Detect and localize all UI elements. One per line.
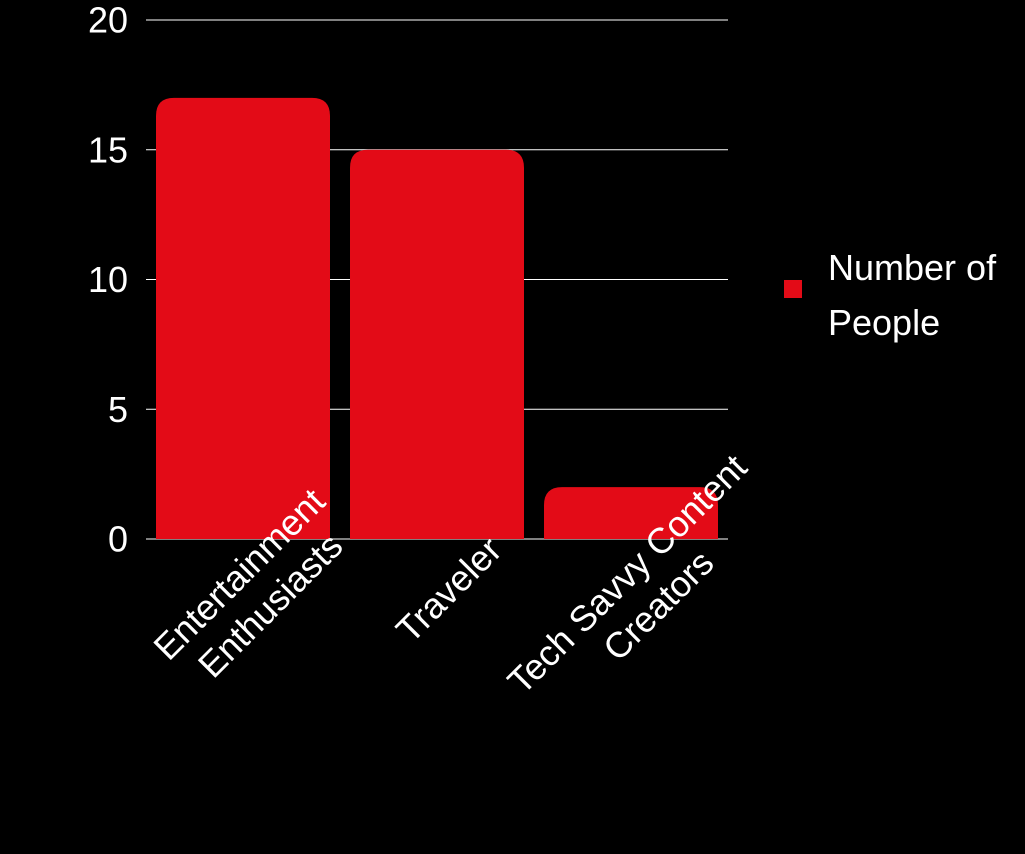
x-tick-label-line: Traveler (388, 529, 509, 650)
legend-label: Number of People (828, 247, 997, 343)
x-tick-label-text: Traveler (388, 529, 509, 650)
bars (156, 97, 718, 539)
y-tick-label-20: 20 (88, 0, 128, 41)
legend: Number of People (784, 247, 997, 343)
bar-entertainment-enthusiasts (156, 97, 330, 539)
legend-label-line: Number of (828, 247, 997, 288)
y-axis-tick-labels: 0 5 10 15 20 (88, 0, 128, 560)
bar-tech-savvy-content-creators (544, 487, 718, 539)
y-tick-label-5: 5 (108, 389, 128, 430)
y-tick-label-10: 10 (88, 259, 128, 300)
y-tick-label-0: 0 (108, 519, 128, 560)
x-tick-label-traveler: Traveler (388, 529, 509, 650)
legend-label-line: People (828, 302, 940, 343)
y-tick-label-15: 15 (88, 129, 128, 170)
legend-swatch (784, 280, 802, 298)
bar-traveler (350, 149, 524, 539)
